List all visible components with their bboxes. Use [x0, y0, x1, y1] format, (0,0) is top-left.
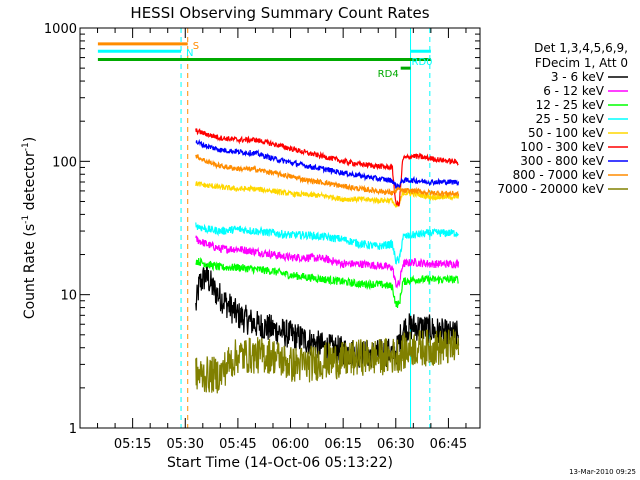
legend-label-4: 50 - 100 keV [528, 126, 605, 140]
x-tick-label-1: 05:30 [167, 437, 204, 452]
y-axis-label: Count Rate (s-1 detector-1) [21, 137, 38, 319]
legend-label-6: 300 - 800 keV [520, 154, 604, 168]
y-tick-label-3: 1000 [44, 22, 77, 37]
x-tick-label-0: 05:15 [114, 437, 151, 452]
legend-label-2: 12 - 25 keV [536, 98, 605, 112]
series-line-1 [195, 235, 460, 289]
x-tick-label-5: 06:30 [377, 437, 414, 452]
x-tick-label-2: 05:45 [219, 437, 256, 452]
legend-header-line-1: Det 1,3,4,5,6,9, [534, 41, 628, 55]
series-line-3 [195, 222, 459, 265]
footer-timestamp: 13-Mar-2010 09:25 [569, 468, 636, 476]
series-line-4 [195, 181, 460, 209]
y-tick-label-1: 10 [60, 289, 77, 304]
flag-label-0: S [193, 41, 199, 52]
legend-label-1: 6 - 12 keV [543, 84, 605, 98]
series-layer [195, 128, 460, 394]
y-axis: 1 10 100 1000 [44, 22, 480, 437]
chart-title: HESSI Observing Summary Count Rates [130, 4, 429, 22]
series-line-0 [195, 263, 460, 368]
flag-label-4: RD0 [412, 57, 433, 68]
x-tick-label-3: 06:00 [272, 437, 309, 452]
series-line-7 [195, 154, 460, 199]
series-line-6 [195, 138, 460, 190]
flag-label-1: N [186, 48, 193, 59]
series-line-2 [195, 256, 459, 308]
y-tick-label-0: 1 [69, 422, 77, 437]
legend-header-line-2: FDecim 1, Att 0 [535, 56, 628, 70]
y-axis-label-mid: detector [22, 151, 38, 215]
legend: Det 1,3,4,5,6,9, FDecim 1, Att 0 3 - 6 k… [497, 41, 628, 196]
legend-label-3: 25 - 50 keV [536, 112, 605, 126]
legend-label-8: 7000 - 20000 keV [497, 182, 604, 196]
legend-label-7: 800 - 7000 keV [513, 168, 605, 182]
legend-label-5: 100 - 300 keV [520, 140, 604, 154]
plot-frame [79, 27, 481, 429]
y-axis-label-sup2: -1 [21, 142, 31, 151]
flag-lines: SN RD4 RD0 [97, 41, 433, 80]
x-tick-label-6: 06:45 [430, 437, 467, 452]
vertical-markers [180, 28, 431, 428]
y-axis-label-start: Count Rate (s [22, 224, 38, 319]
x-axis-label: Start Time (14-Oct-06 05:13:22) [167, 455, 393, 471]
flag-label-3: RD4 [378, 69, 399, 80]
y-axis-label-sup1: -1 [21, 215, 31, 224]
series-line-8 [195, 329, 460, 394]
x-axis: 05:15 05:30 05:45 06:00 06:15 06:30 06:45 [97, 28, 467, 452]
series-line-5 [195, 128, 459, 207]
y-axis-label-end: ) [22, 137, 38, 142]
legend-label-0: 3 - 6 keV [551, 70, 605, 84]
y-tick-label-2: 100 [52, 155, 77, 170]
x-tick-label-4: 06:15 [324, 437, 361, 452]
plot-area: SN RD4 RD0 1 10 100 1000 05:15 05:30 05:45 06:00… [44, 22, 481, 452]
